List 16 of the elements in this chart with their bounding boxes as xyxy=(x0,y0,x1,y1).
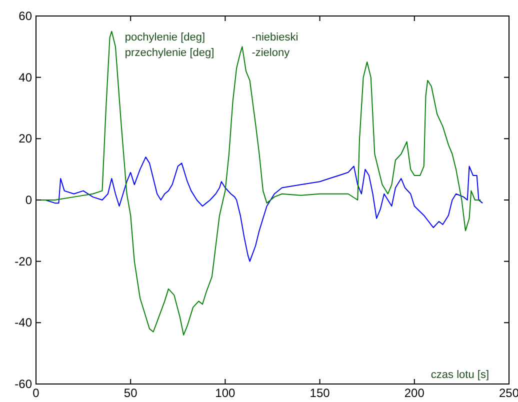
y-tick-label: -40 xyxy=(14,316,32,330)
y-tick-label: 0 xyxy=(25,193,32,207)
y-tick-label: 20 xyxy=(18,132,32,146)
y-tick-label: 60 xyxy=(18,9,32,23)
y-tick-label: -20 xyxy=(14,254,32,268)
x-axis-title: czas lotu [s] xyxy=(430,369,489,381)
x-tick-label: 200 xyxy=(404,386,425,400)
x-tick-label: 50 xyxy=(124,386,138,400)
x-tick-label: 150 xyxy=(310,386,330,400)
annotation: -niebieski xyxy=(252,32,298,44)
x-tick-label: 100 xyxy=(215,386,236,400)
y-tick-label: -60 xyxy=(14,377,32,391)
annotation: przechylenie [deg] xyxy=(124,46,214,59)
y-tick-label: 40 xyxy=(18,70,32,84)
annotation: -zielony xyxy=(252,46,290,59)
annotation: pochylenie [deg] xyxy=(124,32,206,44)
